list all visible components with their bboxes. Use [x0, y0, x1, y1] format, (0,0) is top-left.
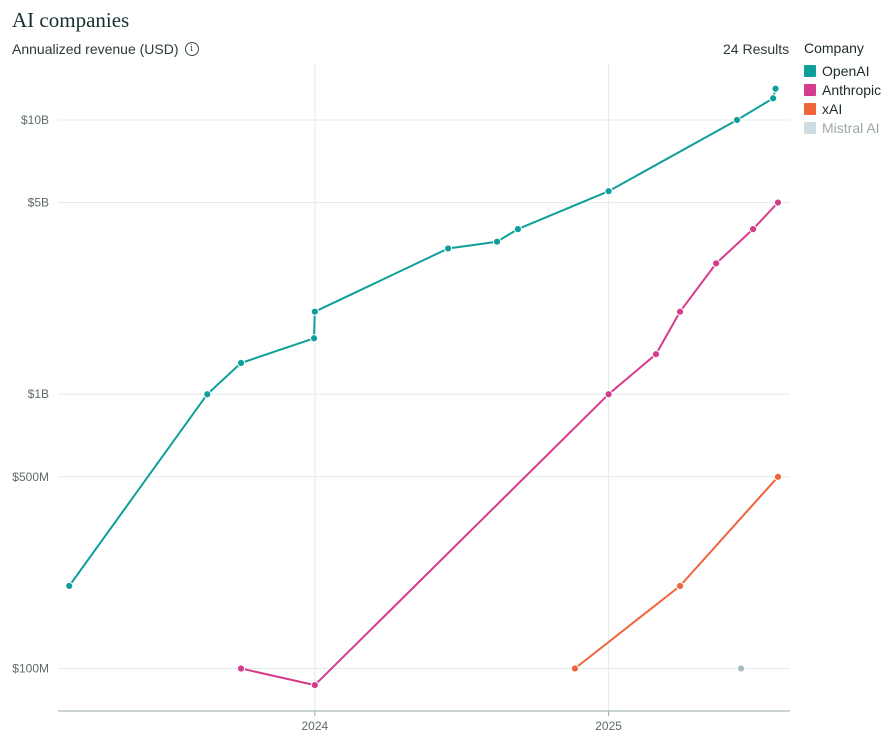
legend-label: xAI — [822, 100, 843, 117]
data-point-anthropic — [310, 681, 319, 690]
legend: Company OpenAI Anthropic xAI Mistral AI — [804, 40, 881, 137]
data-point-anthropic — [236, 664, 246, 673]
legend-item-mistral-ai[interactable]: Mistral AI — [804, 118, 881, 137]
data-point-anthropic — [651, 350, 661, 359]
series-line-openai — [68, 88, 777, 587]
series-line-xai — [574, 476, 779, 670]
y-tick-label: $100M — [12, 662, 49, 676]
y-tick-label: $1B — [28, 387, 49, 401]
chart-subtitle: Annualized revenue (USD) i — [12, 41, 199, 57]
data-point-xai — [675, 581, 685, 591]
data-point-mistral-ai — [736, 664, 746, 673]
y-tick-label: $5B — [28, 196, 49, 210]
data-point-openai — [310, 307, 319, 316]
data-point-openai — [771, 84, 780, 93]
legend-swatch — [804, 83, 816, 96]
data-point-openai — [443, 244, 453, 253]
data-point-openai — [769, 94, 778, 103]
data-point-xai — [570, 664, 579, 673]
legend-title: Company — [804, 40, 864, 56]
page-title: AI companies — [12, 8, 130, 32]
data-point-openai — [492, 237, 502, 246]
data-point-openai — [203, 390, 212, 399]
series-line-anthropic — [240, 201, 779, 687]
legend-swatch — [804, 64, 816, 77]
data-point-openai — [309, 334, 319, 343]
legend-label: OpenAI — [822, 62, 870, 79]
y-tick-label: $500M — [12, 470, 49, 484]
data-point-anthropic — [773, 198, 783, 207]
legend-item-openai[interactable]: OpenAI — [804, 61, 881, 80]
info-icon[interactable]: i — [184, 42, 199, 56]
legend-label: Mistral AI — [822, 119, 880, 136]
results-count: 24 Results — [723, 41, 790, 57]
data-point-anthropic — [675, 307, 685, 316]
data-point-openai — [236, 358, 246, 368]
y-tick-label: $10B — [21, 113, 49, 127]
legend-swatch — [804, 102, 816, 115]
data-point-openai — [65, 581, 74, 591]
data-point-openai — [513, 225, 523, 234]
x-tick-label: 2024 — [301, 719, 328, 733]
data-point-openai — [604, 187, 613, 196]
x-tick-label: 2025 — [595, 719, 622, 733]
data-point-xai — [773, 472, 783, 481]
legend-item-xai[interactable]: xAI — [804, 99, 881, 118]
data-point-anthropic — [748, 225, 758, 234]
data-point-anthropic — [712, 259, 721, 268]
subtitle-label: Annualized revenue (USD) — [12, 41, 179, 57]
data-point-openai — [732, 115, 742, 125]
legend-item-anthropic[interactable]: Anthropic — [804, 80, 881, 99]
legend-label: Anthropic — [822, 81, 882, 98]
data-point-anthropic — [604, 390, 613, 399]
legend-swatch — [804, 121, 816, 134]
